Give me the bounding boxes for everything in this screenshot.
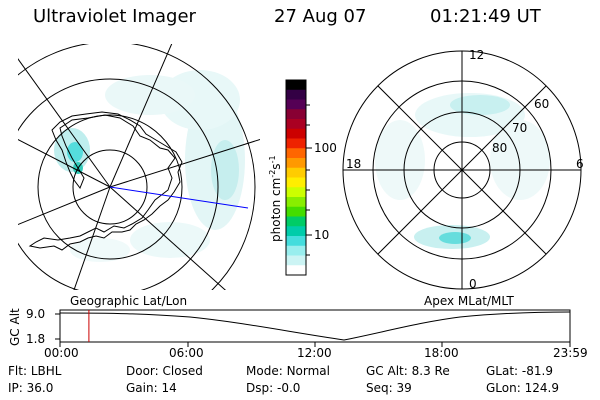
ip-value: 36.0 [26, 381, 54, 395]
colorbar-tick-10: 10 [314, 228, 330, 242]
mlt-label-12: 12 [469, 48, 485, 62]
filter-status: Flt: LBHL [8, 364, 61, 378]
seq-label: Seq: [366, 381, 393, 395]
altitude-axis-label: GC Alt [8, 308, 22, 346]
mlat-label-60: 60 [534, 97, 550, 111]
gain-label: Gain: [126, 381, 158, 395]
glon-value: 124.9 [524, 381, 559, 395]
altitude-ytick-low: 1.8 [26, 332, 46, 346]
colorbar-segment [286, 119, 306, 130]
gain-status: Gain: 14 [126, 381, 177, 395]
colorbar-segment [286, 167, 306, 178]
ip-status: IP: 36.0 [8, 381, 53, 395]
gain-value: 14 [161, 381, 177, 395]
right-panel-caption: Apex MLat/MLT [424, 294, 514, 308]
seq-status: Seq: 39 [366, 381, 412, 395]
colorbar-segment [286, 226, 306, 237]
noon-meridian-line [109, 186, 249, 209]
colorbar-segment [286, 89, 306, 100]
door-status: Door: Closed [126, 364, 203, 378]
door-label: Door: [126, 364, 159, 378]
colorbar-segment [286, 80, 306, 91]
mlt-label-0: 0 [469, 277, 477, 291]
time-tick-2359: 23:59 [553, 346, 588, 360]
apex-polar-map [342, 50, 582, 290]
glat-value: -81.9 [521, 364, 553, 378]
gcalt-value: 8.3 Re [411, 364, 450, 378]
geographic-map [18, 44, 260, 290]
colorbar-exp2: -1 [268, 155, 277, 164]
colorbar [286, 80, 306, 276]
left-panel-caption: Geographic Lat/Lon [70, 294, 188, 308]
glat-label: GLat: [486, 364, 519, 378]
colorbar-segment [286, 138, 306, 149]
gcalt-label: GC Alt: [366, 364, 408, 378]
altitude-ytick-high: 9.0 [26, 307, 46, 321]
colorbar-exp1: -2 [268, 169, 277, 178]
mlt-label-18: 18 [346, 157, 362, 171]
colorbar-segment [286, 236, 306, 247]
colorbar-segment [286, 99, 306, 110]
mode-status: Mode: Normal [246, 364, 330, 378]
seq-value: 39 [396, 381, 412, 395]
colorbar-segment [286, 128, 306, 139]
colorbar-segment [286, 206, 306, 217]
colorbar-segment [286, 109, 306, 120]
colorbar-segment [286, 265, 306, 276]
colorbar-segment [286, 255, 306, 266]
colorbar-segment [286, 216, 306, 227]
instrument-title: Ultraviolet Imager [33, 6, 196, 27]
colorbar-segment [286, 197, 306, 208]
colorbar-tick-100: 100 [314, 141, 337, 155]
altitude-plot [55, 309, 571, 347]
time-tick-1800: 18:00 [424, 346, 459, 360]
filter-label: Flt: [8, 364, 27, 378]
filter-value: LBHL [30, 364, 62, 378]
mode-value: Normal [286, 364, 330, 378]
time-tick-0000: 00:00 [44, 346, 79, 360]
dsp-status: Dsp: -0.0 [246, 381, 300, 395]
time-tick-1200: 12:00 [297, 346, 332, 360]
colorbar-segment [286, 245, 306, 256]
door-value: Closed [162, 364, 203, 378]
colorbar-units: photon cm-2s-1 [268, 155, 283, 242]
colorbar-label-s: s [269, 163, 283, 170]
glon-status: GLon: 124.9 [486, 381, 559, 395]
glon-label: GLon: [486, 381, 521, 395]
mlt-label-6: 6 [576, 157, 584, 171]
mlat-label-70: 70 [512, 121, 528, 135]
dsp-value: -0.0 [276, 381, 301, 395]
mlat-label-80: 80 [492, 141, 508, 155]
coastline [28, 111, 183, 251]
gcalt-status: GC Alt: 8.3 Re [366, 364, 450, 378]
date-label: 27 Aug 07 [274, 6, 367, 27]
glat-status: GLat: -81.9 [486, 364, 553, 378]
time-label: 01:21:49 UT [430, 6, 541, 27]
colorbar-segment [286, 187, 306, 198]
colorbar-segment [286, 148, 306, 159]
dsp-label: Dsp: [246, 381, 274, 395]
ip-label: IP: [8, 381, 23, 395]
colorbar-segment [286, 177, 306, 188]
mode-label: Mode: [246, 364, 283, 378]
colorbar-segment [286, 158, 306, 169]
colorbar-label: photon cm [269, 177, 283, 242]
altitude-curve [59, 311, 571, 341]
time-tick-0600: 06:00 [169, 346, 204, 360]
